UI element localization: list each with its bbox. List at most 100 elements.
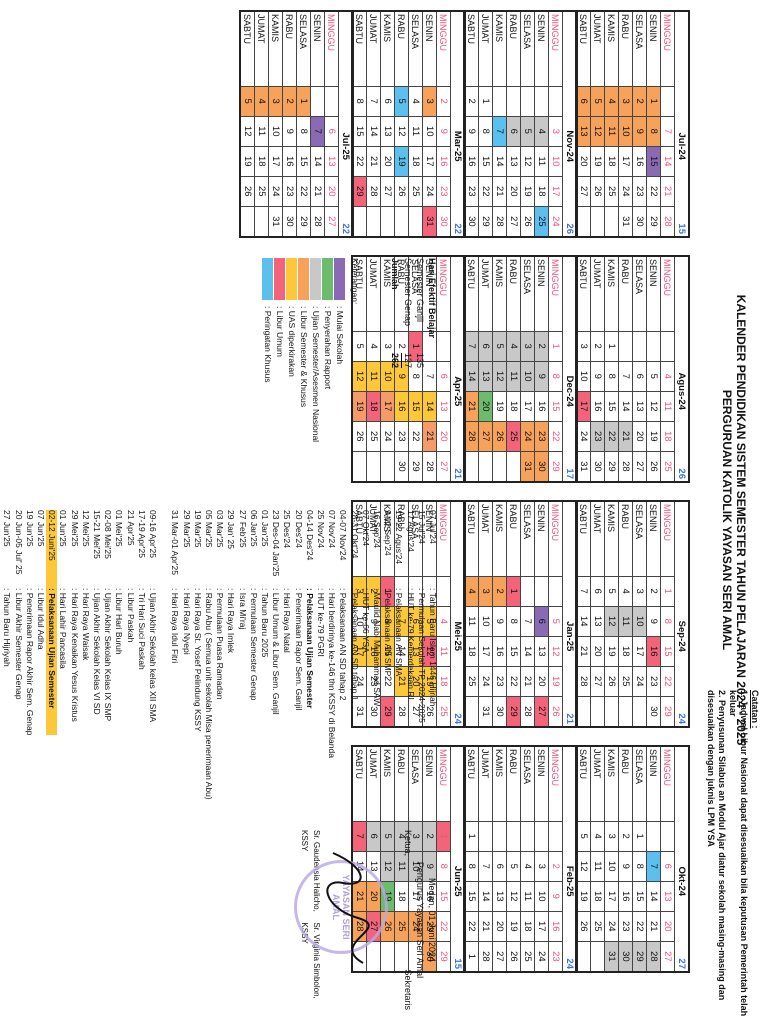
effective-weeks: 27 bbox=[674, 941, 689, 972]
date-cell: 24 bbox=[618, 176, 633, 207]
date-cell: 31 bbox=[520, 451, 535, 482]
day-name: SABTU bbox=[352, 11, 367, 87]
effective-weeks: 21 bbox=[562, 696, 577, 727]
date-cell: 17 bbox=[632, 636, 647, 667]
day-name: KAMIS bbox=[492, 256, 507, 332]
event-description: : Tri Hari Suci Paskah bbox=[136, 588, 147, 670]
event-description: : Permulaan Semester Genap bbox=[248, 588, 259, 701]
event-description: : Permulaan Sekolah TP 2025-2026 bbox=[0, 588, 1, 723]
signature-icon bbox=[326, 852, 370, 964]
event-row: 17-19 Apr'25: Tri Hari Suci Paskah bbox=[136, 510, 147, 735]
day-name: SELASA bbox=[632, 256, 647, 332]
event-row: 23 Des-04 Jan'25: Libur Umum & Libur Sem… bbox=[270, 510, 281, 800]
legend-label: : Mulai Sekolah bbox=[335, 306, 346, 365]
event-description: : Hari Raya St. Yosef Pelindung KSSY bbox=[192, 588, 203, 732]
date-cell: 13 bbox=[436, 391, 451, 422]
date-cell: 22 bbox=[408, 421, 423, 452]
day-name: SENIN bbox=[310, 11, 325, 87]
date-cell: 13 bbox=[576, 116, 591, 147]
date-cell: 24 bbox=[268, 176, 283, 207]
event-date: 23 Des-04 Jan'25 bbox=[271, 510, 282, 577]
event-date: 28-31 Okt'24 bbox=[349, 510, 360, 559]
date-cell: 13 bbox=[492, 881, 507, 912]
event-row: 17 Agus'24: HUT ke-79 Kemerdekaan RI bbox=[404, 510, 416, 800]
date-cell: 29 bbox=[436, 941, 451, 972]
event-row: 04-07 Nov'24: Pelaksanaan AN SD tahap 2 bbox=[337, 510, 348, 800]
date-cell: 13 bbox=[632, 391, 647, 422]
date-cell: 19 bbox=[646, 421, 661, 452]
date-cell: 18 bbox=[534, 176, 549, 207]
day-name: SABTU bbox=[576, 256, 591, 332]
event-row: 29 Mar'25: Hari Raya Nyepi bbox=[180, 510, 192, 800]
date-cell: 3 bbox=[548, 116, 563, 147]
date-cell bbox=[436, 576, 451, 607]
legend-swatch-icon bbox=[286, 258, 298, 300]
date-cell: 27 bbox=[534, 696, 549, 727]
date-cell bbox=[618, 696, 633, 727]
event-description: : Pelaksanaan AN SD tahap 1 bbox=[349, 588, 360, 701]
date-cell: 21 bbox=[422, 421, 437, 452]
day-name: RABU bbox=[506, 11, 521, 87]
month-calendar: Sep-24 24 MINGGU 1 8 15 22 29 SENIN 2 9 16 23 30 SELAS… bbox=[575, 500, 690, 728]
date-cell: 15 bbox=[632, 881, 647, 912]
date-cell: 30 bbox=[394, 451, 409, 482]
date-cell: 30 bbox=[646, 696, 661, 727]
date-cell: 1 bbox=[464, 941, 479, 972]
event-date: 25 Nov'24 bbox=[315, 510, 326, 549]
date-cell: 11 bbox=[618, 606, 633, 637]
date-cell: 26 bbox=[576, 911, 591, 942]
date-cell: 31 bbox=[422, 206, 437, 237]
date-cell bbox=[310, 86, 325, 117]
event-description: : Libur Paskah bbox=[125, 588, 136, 643]
date-cell: 2 bbox=[632, 86, 647, 117]
effective-weeks: 24 bbox=[450, 696, 465, 727]
event-description: : Hari Lahir Pancasila bbox=[58, 588, 69, 669]
day-name: KAMIS bbox=[604, 501, 619, 577]
date-cell: 21 bbox=[660, 176, 675, 207]
date-cell: 6 bbox=[324, 116, 339, 147]
effective-weeks: 24 bbox=[674, 696, 689, 727]
event-date: 17 Agus'24 bbox=[405, 510, 416, 552]
day-name: JUMAT bbox=[590, 501, 605, 577]
stat-label: Semester Genap bbox=[403, 258, 413, 327]
date-cell: 9 bbox=[436, 116, 451, 147]
event-date: 07 Okt'24 bbox=[360, 510, 371, 547]
date-cell: 5 bbox=[394, 86, 409, 117]
date-cell bbox=[380, 451, 395, 482]
day-name: SENIN bbox=[646, 501, 661, 577]
stat-row: Jumlah 262 bbox=[389, 258, 401, 368]
date-cell: 19 bbox=[548, 666, 563, 697]
date-cell: 12 bbox=[240, 116, 255, 147]
date-cell: 15 bbox=[408, 391, 423, 422]
date-cell: 6 bbox=[436, 361, 451, 392]
date-cell: 15 bbox=[352, 116, 367, 147]
day-name: RABU bbox=[282, 11, 297, 87]
day-name: SELASA bbox=[296, 11, 311, 87]
date-cell: 10 bbox=[422, 116, 437, 147]
date-cell: 1 bbox=[478, 86, 493, 117]
date-cell: 11 bbox=[464, 606, 479, 637]
date-cell: 31 bbox=[618, 206, 633, 237]
date-cell: 14 bbox=[310, 146, 325, 177]
event-description: : Ujian Akhir Sekolah Kelas IX SMP bbox=[103, 588, 114, 722]
date-cell: 16 bbox=[618, 881, 633, 912]
date-cell: 28 bbox=[366, 176, 381, 207]
event-description: : Penerimaan Rapor Sem. Ganjil bbox=[293, 588, 304, 711]
day-name: JUMAT bbox=[478, 501, 493, 577]
date-cell: 16 bbox=[534, 391, 549, 422]
date-cell: 30 bbox=[282, 206, 297, 237]
day-name: KAMIS bbox=[492, 501, 507, 577]
date-cell: 4 bbox=[590, 821, 605, 852]
date-cell: 18 bbox=[590, 881, 605, 912]
month-calendar: Nov-24 26 MINGGU 3 10 17 24 SENIN 4 11 18 25 SELASA 5… bbox=[463, 10, 578, 238]
date-cell: 8 bbox=[632, 851, 647, 882]
day-name: MINGGU bbox=[548, 11, 563, 87]
month-name: Jun-25 bbox=[450, 821, 465, 942]
date-cell: 19 bbox=[394, 146, 409, 177]
date-cell: 26 bbox=[604, 666, 619, 697]
date-cell: 17 bbox=[520, 391, 535, 422]
date-cell: 18 bbox=[618, 636, 633, 667]
day-name: JUMAT bbox=[478, 11, 493, 87]
event-row: 15-21 Mei'25: Ujian Akhir Sekolah Kelas … bbox=[91, 510, 102, 735]
